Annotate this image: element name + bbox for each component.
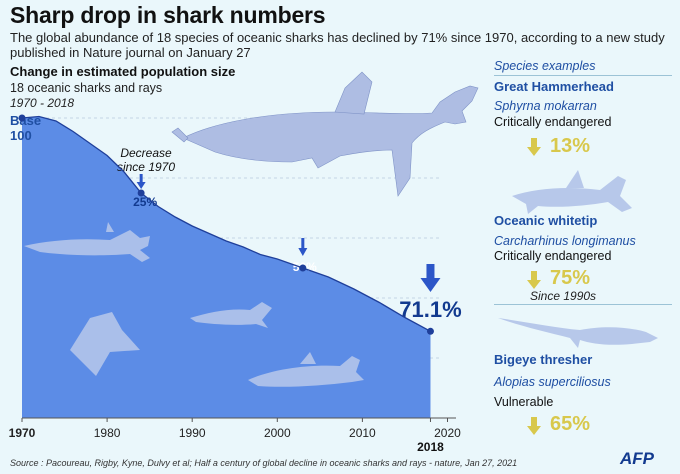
chart-heading: Change in estimated population size — [10, 64, 236, 79]
species-name-hammerhead: Great Hammerhead — [494, 79, 614, 94]
species-scientific-whitetip: Carcharhinus longimanus — [494, 234, 636, 248]
species-heading: Species examples — [494, 59, 596, 73]
down-arrow-icon — [527, 271, 541, 289]
species-scientific-thresher: Alopias superciliosus — [494, 375, 611, 389]
final-value-label: 71.1% — [399, 297, 461, 322]
species-scientific-hammerhead: Sphyrna mokarran — [494, 99, 597, 113]
species-status-whitetip: Critically endangered — [494, 249, 612, 263]
bigeye-thresher-illustration — [498, 318, 658, 348]
decrease-label: Decrease — [120, 146, 172, 160]
x-end-label: 2018 — [417, 440, 444, 454]
x-tick-label: 1970 — [9, 426, 36, 440]
down-arrow-icon — [420, 264, 441, 292]
page-title: Sharp drop in shark numbers — [10, 2, 326, 28]
source-note: Source : Pacoureau, Rigby, Kyne, Dulvy e… — [10, 458, 518, 468]
x-tick-label: 2010 — [349, 426, 376, 440]
oceanic-whitetip-illustration — [512, 170, 632, 214]
since-label-whitetip: Since 1990s — [530, 289, 597, 303]
x-tick-label: 2000 — [264, 426, 291, 440]
population-area — [22, 116, 431, 418]
species-sidebar: Species examples Great Hammerhead Sphyrn… — [494, 58, 680, 458]
small-shark-illustrations — [24, 222, 364, 387]
base-label: Base — [10, 113, 41, 128]
base-value: 100 — [10, 128, 32, 143]
chart-period: 1970 - 2018 — [10, 96, 75, 110]
decline-whitetip: 75% — [550, 267, 591, 289]
x-tick-label: 2020 — [434, 426, 461, 440]
divider — [494, 75, 672, 76]
divider — [494, 304, 672, 305]
species-status-thresher: Vulnerable — [494, 395, 554, 409]
down-arrow-icon — [298, 238, 308, 256]
x-tick-label: 1990 — [179, 426, 206, 440]
page-subtitle: The global abundance of 18 species of oc… — [10, 30, 665, 60]
species-status-hammerhead: Critically endangered — [494, 115, 612, 129]
x-tick-label: 1980 — [94, 426, 121, 440]
decrease-label: since 1970 — [117, 160, 175, 174]
down-arrow-icon — [527, 417, 541, 435]
down-arrow-icon — [136, 174, 146, 189]
afp-logo: AFP — [620, 449, 654, 468]
species-name-thresher: Bigeye thresher — [494, 352, 593, 367]
chart-subheading: 18 oceanic sharks and rays — [10, 81, 163, 95]
marker-25-label: 25% — [133, 195, 157, 209]
decline-hammerhead: 13% — [550, 135, 591, 157]
hammerhead-illustration — [171, 71, 479, 197]
decline-thresher: 65% — [550, 413, 591, 435]
population-line — [21, 115, 431, 332]
species-name-whitetip: Oceanic whitetip — [494, 213, 598, 228]
down-arrow-icon — [527, 138, 541, 156]
